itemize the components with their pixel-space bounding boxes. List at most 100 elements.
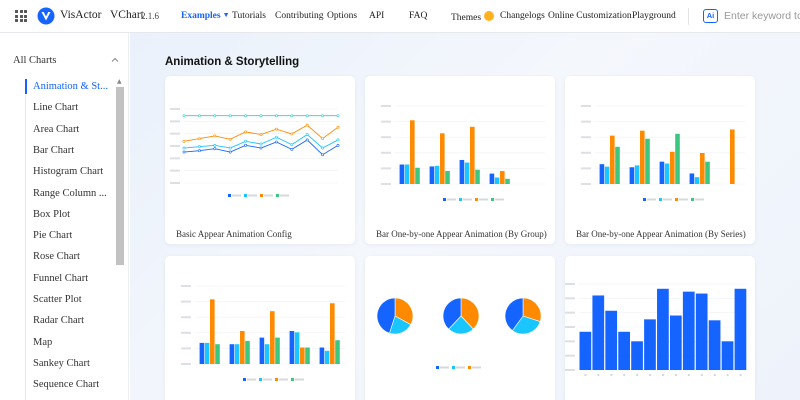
tick-label-placeholder xyxy=(565,340,575,343)
legend-label-placeholder xyxy=(472,366,481,369)
data-point xyxy=(305,114,309,118)
bar xyxy=(415,167,420,184)
sidebar-item[interactable]: Sequence Chart xyxy=(33,379,100,391)
sidebar-item[interactable]: Line Chart xyxy=(33,102,79,114)
tick-label-placeholder xyxy=(170,132,180,135)
sidebar-item[interactable]: Rose Chart xyxy=(33,251,80,263)
legend-swatch xyxy=(443,198,446,201)
data-point xyxy=(321,146,325,150)
example-card-basic-appear[interactable]: Basic Appear Animation Config xyxy=(165,76,355,244)
tick-label-placeholder xyxy=(581,105,591,107)
sidebar-item[interactable]: Animation & St... xyxy=(33,81,108,92)
sidebar-scrollbar[interactable] xyxy=(116,87,124,265)
example-card-pie-animation[interactable] xyxy=(365,256,555,400)
tick-label-placeholder xyxy=(610,374,613,376)
legend-swatch xyxy=(276,194,279,197)
sidebar-item[interactable]: Histogram Chart xyxy=(33,166,104,178)
sidebar-item[interactable]: Range Column ... xyxy=(33,187,107,199)
legend-label-placeholder xyxy=(264,194,273,197)
nav-tutorials[interactable]: Tutorials xyxy=(232,11,266,21)
product-name[interactable]: VChart xyxy=(110,9,144,21)
tick-label-placeholder xyxy=(381,136,391,139)
sidebar-tree-line xyxy=(25,95,26,400)
bar xyxy=(664,163,670,184)
data-point xyxy=(228,114,232,118)
sidebar-item[interactable]: Sankey Chart xyxy=(33,357,90,369)
tick-label-placeholder xyxy=(739,374,742,376)
bar xyxy=(199,342,205,364)
nav-examples[interactable]: Examples ▼ xyxy=(181,11,230,21)
sidebar-item[interactable]: Funnel Chart xyxy=(33,272,89,284)
sidebar-item[interactable]: Radar Chart xyxy=(33,315,85,327)
bar xyxy=(324,350,330,364)
sidebar-item[interactable]: Scatter Plot xyxy=(33,294,82,305)
example-card-bar-by-group[interactable]: Bar One-by-one Appear Animation (By Grou… xyxy=(365,76,555,244)
bar xyxy=(657,288,669,370)
sidebar-item[interactable]: Area Chart xyxy=(33,123,80,135)
bar xyxy=(599,164,605,184)
nav-playground[interactable]: Playground xyxy=(632,11,676,21)
legend-label-placeholder xyxy=(679,198,688,201)
tick-label-placeholder xyxy=(581,183,591,185)
legend-label-placeholder xyxy=(279,378,288,381)
legend-swatch xyxy=(475,198,478,201)
bar xyxy=(429,166,435,184)
sidebar-item[interactable]: Bar Chart xyxy=(33,144,75,156)
tick-label-placeholder xyxy=(565,311,575,314)
data-point xyxy=(290,114,294,118)
bar xyxy=(404,164,410,184)
sidebar: All Charts ▲ Animation & St... Line Chart… xyxy=(0,33,129,400)
ai-search-icon[interactable]: Ai xyxy=(703,9,718,23)
sidebar-title[interactable]: All Charts xyxy=(13,55,57,66)
example-card-bar-by-series[interactable]: Bar One-by-one Appear Animation (By Seri… xyxy=(565,76,755,244)
bar xyxy=(579,331,592,370)
bar xyxy=(640,130,645,184)
tick-label-placeholder xyxy=(581,136,591,139)
nav-online-customization[interactable]: Online Customization xyxy=(548,11,632,21)
bar xyxy=(629,167,635,184)
tick-label-placeholder xyxy=(181,300,191,303)
version-badge[interactable]: 2.1.6 xyxy=(141,11,159,21)
data-point xyxy=(228,150,232,154)
tick-label-placeholder xyxy=(381,183,391,185)
scroll-up-arrow-icon[interactable]: ▲ xyxy=(117,78,122,85)
sidebar-item[interactable]: Pie Chart xyxy=(33,230,73,242)
sidebar-item[interactable]: Map xyxy=(33,336,53,348)
nav-contributing[interactable]: Contributing xyxy=(275,11,324,21)
bar xyxy=(319,347,325,364)
bar xyxy=(245,340,250,364)
bar xyxy=(445,171,450,184)
nav-faq[interactable]: FAQ xyxy=(409,11,428,21)
bar xyxy=(605,310,618,370)
chevron-up-icon[interactable] xyxy=(111,56,119,64)
bar xyxy=(604,166,610,184)
brand-name[interactable]: VisActor xyxy=(60,9,102,21)
nav-changelogs[interactable]: Changelogs xyxy=(500,11,545,21)
active-indicator xyxy=(25,79,27,94)
sidebar-item[interactable]: Box Plot xyxy=(33,208,71,220)
example-card-histogram-animation[interactable] xyxy=(565,256,755,400)
visactor-logo-icon[interactable] xyxy=(37,7,55,25)
grouped-bar-chart-thumbnail xyxy=(581,105,745,201)
bar xyxy=(675,133,680,184)
legend-label-placeholder xyxy=(463,198,472,201)
nav-api[interactable]: API xyxy=(369,11,385,21)
tick-label-placeholder xyxy=(597,374,600,376)
legend-swatch xyxy=(452,366,455,369)
search-input[interactable] xyxy=(724,6,800,26)
tick-label-placeholder xyxy=(381,105,391,107)
data-point xyxy=(228,137,232,141)
tick-label-placeholder xyxy=(581,120,591,123)
nav-options[interactable]: Options xyxy=(327,11,358,21)
legend-label-placeholder xyxy=(232,194,241,197)
example-card-bar-animation[interactable] xyxy=(165,256,355,400)
bar xyxy=(229,344,235,364)
pie-slice xyxy=(376,297,396,334)
data-point xyxy=(290,143,294,147)
data-point xyxy=(244,114,248,118)
legend-swatch xyxy=(259,378,262,381)
bar xyxy=(689,173,695,184)
bar-chart-thumbnail xyxy=(565,283,747,376)
grid-icon[interactable] xyxy=(15,10,27,22)
nav-themes[interactable]: Themes xyxy=(451,11,495,23)
